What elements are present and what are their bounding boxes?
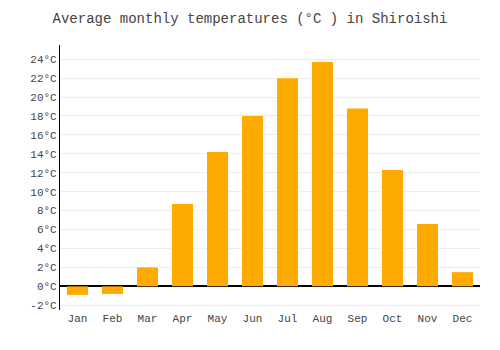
svg-text:Nov: Nov <box>418 313 438 325</box>
svg-text:0°C: 0°C <box>37 281 57 293</box>
svg-text:6°C: 6°C <box>37 224 57 236</box>
svg-text:18°C: 18°C <box>30 111 57 123</box>
svg-text:16°C: 16°C <box>30 130 57 142</box>
svg-text:Feb: Feb <box>103 313 123 325</box>
svg-text:Average monthly temperatures (: Average monthly temperatures (°C ) in Sh… <box>53 11 448 27</box>
svg-text:Apr: Apr <box>173 313 193 325</box>
svg-text:May: May <box>208 313 228 325</box>
svg-text:Jun: Jun <box>243 313 263 325</box>
svg-text:2°C: 2°C <box>37 262 57 274</box>
svg-text:Aug: Aug <box>313 313 333 325</box>
svg-text:14°C: 14°C <box>30 149 57 161</box>
svg-text:Jan: Jan <box>68 313 88 325</box>
svg-text:Mar: Mar <box>138 313 158 325</box>
svg-text:Dec: Dec <box>453 313 473 325</box>
svg-text:10°C: 10°C <box>30 187 57 199</box>
svg-text:8°C: 8°C <box>37 205 57 217</box>
svg-text:-2°C: -2°C <box>30 300 57 312</box>
svg-text:Oct: Oct <box>383 313 403 325</box>
svg-text:12°C: 12°C <box>30 168 57 180</box>
svg-text:Sep: Sep <box>348 313 368 325</box>
svg-text:4°C: 4°C <box>37 243 57 255</box>
svg-text:20°C: 20°C <box>30 92 57 104</box>
svg-text:22°C: 22°C <box>30 73 57 85</box>
svg-text:Jul: Jul <box>278 313 298 325</box>
svg-text:24°C: 24°C <box>30 54 57 66</box>
